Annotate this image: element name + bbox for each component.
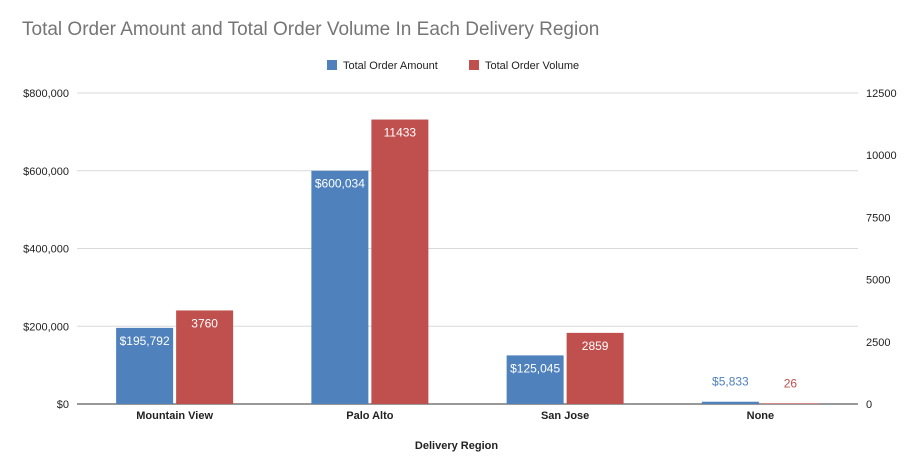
data-labels: $195,792 3760 $600,034 11433 $125,045 2859 $5,… <box>120 126 798 391</box>
data-label-amount: $600,034 <box>315 177 365 191</box>
data-label-amount: $125,045 <box>510 361 560 375</box>
bar-order-amount <box>701 401 759 404</box>
legend-label-volume: Total Order Volume <box>485 60 579 72</box>
data-label-volume: 2859 <box>582 339 609 353</box>
bar-order-volume <box>566 332 624 404</box>
x-tick-label: Palo Alto <box>346 410 394 422</box>
bar-order-volume <box>761 403 819 404</box>
y-left-tick-label: $200,000 <box>23 321 69 333</box>
y-right-tick-label: 0 <box>866 399 872 411</box>
bar-order-amount <box>116 327 174 404</box>
legend-swatch-volume <box>469 60 479 70</box>
bar-order-amount <box>506 355 564 404</box>
x-tick-label: None <box>747 410 775 422</box>
y-left-tick-label: $600,000 <box>23 166 69 178</box>
x-axis-categories: Mountain View Palo Alto San Jose None <box>136 410 774 422</box>
y-left-tick-label: $0 <box>57 399 69 411</box>
y-right-tick-label: 2500 <box>866 337 890 349</box>
y-right-tick-label: 5000 <box>866 275 890 287</box>
y-right-tick-label: 7500 <box>866 212 890 224</box>
data-label-volume: 26 <box>784 376 798 390</box>
bars <box>116 119 819 404</box>
y-axis-left: $0 $200,000 $400,000 $600,000 $800,000 <box>23 88 69 411</box>
y-left-tick-label: $800,000 <box>23 88 69 100</box>
data-label-volume: 11433 <box>384 126 417 140</box>
bar-order-amount <box>311 170 369 404</box>
y-left-tick-label: $400,000 <box>23 244 69 256</box>
data-label-amount: $5,833 <box>712 375 749 389</box>
x-tick-label: Mountain View <box>136 410 213 422</box>
legend: Total Order Amount Total Order Volume <box>327 60 579 72</box>
legend-label-amount: Total Order Amount <box>343 60 438 72</box>
data-label-volume: 3760 <box>191 316 218 330</box>
y-axis-right: 0 2500 5000 7500 10000 12500 <box>866 88 897 411</box>
bar-order-volume <box>371 119 429 404</box>
y-right-tick-label: 12500 <box>866 88 897 100</box>
data-label-amount: $195,792 <box>120 334 170 348</box>
x-tick-label: San Jose <box>541 410 589 422</box>
legend-swatch-amount <box>327 60 337 70</box>
chart-title: Total Order Amount and Total Order Volum… <box>22 19 600 40</box>
y-right-tick-label: 10000 <box>866 150 897 162</box>
bar-order-volume <box>176 310 234 404</box>
x-axis-label: Delivery Region <box>415 440 498 452</box>
